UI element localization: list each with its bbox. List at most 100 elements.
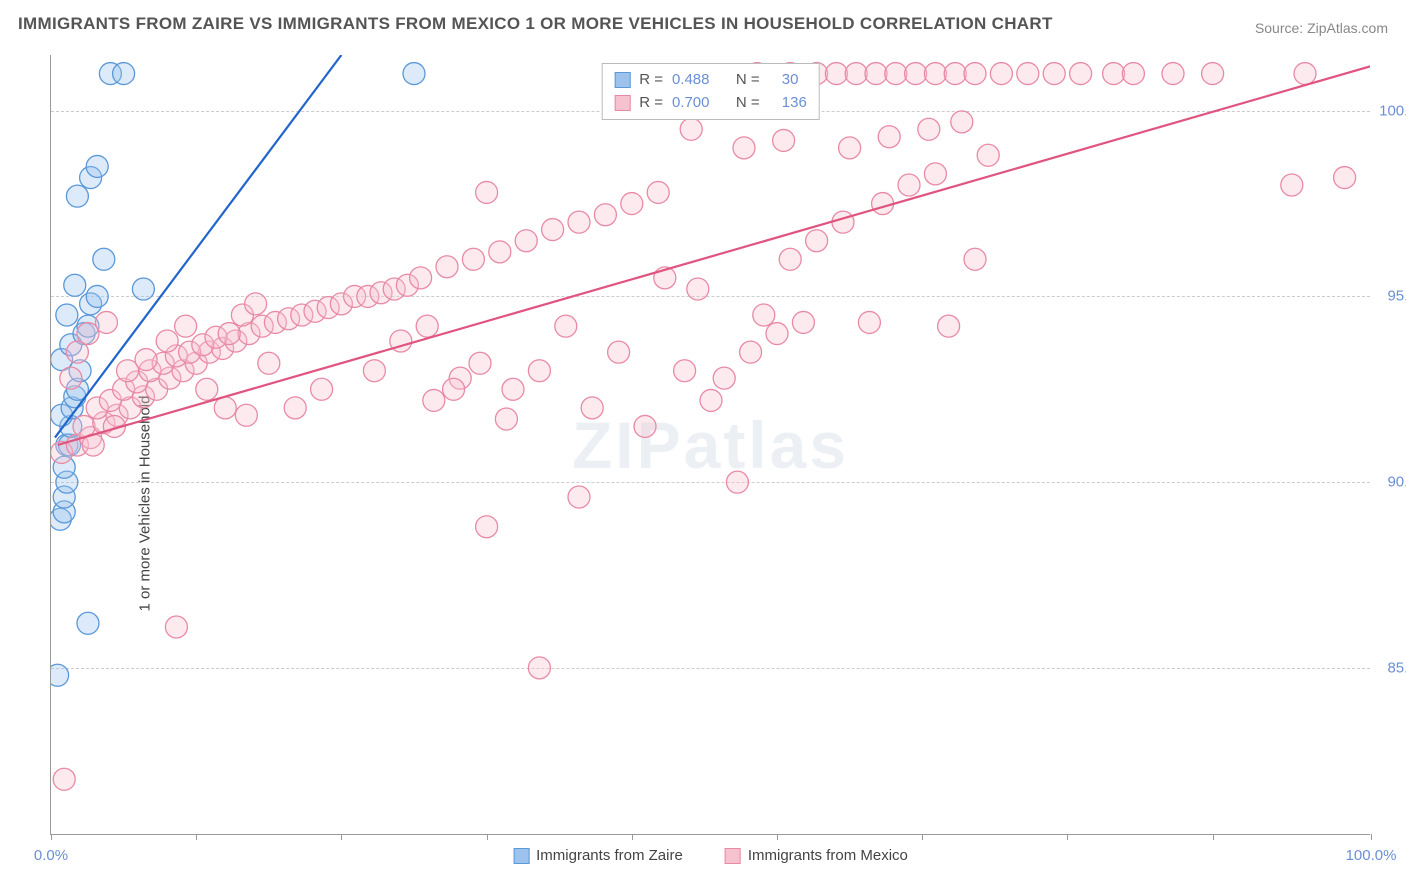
legend-swatch bbox=[725, 848, 741, 864]
scatter-point bbox=[245, 293, 267, 315]
scatter-point bbox=[60, 367, 82, 389]
scatter-point bbox=[436, 256, 458, 278]
scatter-point bbox=[951, 111, 973, 133]
scatter-point bbox=[502, 378, 524, 400]
scatter-point bbox=[608, 341, 630, 363]
x-tick bbox=[487, 834, 488, 840]
source-label: Source: ZipAtlas.com bbox=[1255, 20, 1388, 36]
scatter-point bbox=[924, 63, 946, 85]
scatter-point bbox=[113, 63, 135, 85]
scatter-point bbox=[1294, 63, 1316, 85]
scatter-point bbox=[1017, 63, 1039, 85]
scatter-point bbox=[905, 63, 927, 85]
legend-label: Immigrants from Mexico bbox=[748, 847, 908, 864]
scatter-point bbox=[792, 311, 814, 333]
scatter-point bbox=[175, 315, 197, 337]
y-tick-label: 100.0% bbox=[1379, 102, 1406, 119]
stats-legend: R = 0.488 N = 30R = 0.700 N = 136 bbox=[601, 63, 820, 120]
legend-label: Immigrants from Zaire bbox=[536, 847, 683, 864]
scatter-point bbox=[845, 63, 867, 85]
scatter-point bbox=[410, 267, 432, 289]
x-tick bbox=[196, 834, 197, 840]
x-tick bbox=[777, 834, 778, 840]
scatter-point bbox=[865, 63, 887, 85]
scatter-point bbox=[528, 360, 550, 382]
x-tick bbox=[341, 834, 342, 840]
scatter-point bbox=[568, 486, 590, 508]
x-tick bbox=[632, 834, 633, 840]
scatter-point bbox=[1281, 174, 1303, 196]
scatter-point bbox=[594, 204, 616, 226]
scatter-plot: 1 or more Vehicles in Household ZIPatlas… bbox=[50, 55, 1370, 835]
scatter-point bbox=[469, 352, 491, 374]
scatter-point bbox=[713, 367, 735, 389]
legend-swatch bbox=[513, 848, 529, 864]
scatter-point bbox=[56, 304, 78, 326]
y-tick-label: 95.0% bbox=[1387, 288, 1406, 305]
scatter-point bbox=[977, 144, 999, 166]
scatter-point bbox=[898, 174, 920, 196]
scatter-point bbox=[990, 63, 1012, 85]
scatter-point bbox=[66, 185, 88, 207]
scatter-point bbox=[135, 349, 157, 371]
scatter-point bbox=[700, 389, 722, 411]
scatter-point bbox=[687, 278, 709, 300]
x-tick bbox=[1371, 834, 1372, 840]
scatter-point bbox=[235, 404, 257, 426]
scatter-point bbox=[462, 248, 484, 270]
y-tick-label: 90.0% bbox=[1387, 474, 1406, 491]
x-tick bbox=[51, 834, 52, 840]
scatter-point bbox=[944, 63, 966, 85]
scatter-point bbox=[489, 241, 511, 263]
scatter-point bbox=[555, 315, 577, 337]
scatter-point bbox=[733, 137, 755, 159]
scatter-point bbox=[647, 181, 669, 203]
scatter-point bbox=[1070, 63, 1092, 85]
scatter-point bbox=[95, 311, 117, 333]
scatter-point bbox=[214, 397, 236, 419]
legend-item: Immigrants from Mexico bbox=[725, 847, 908, 864]
scatter-point bbox=[964, 248, 986, 270]
scatter-point bbox=[1043, 63, 1065, 85]
legend-item: Immigrants from Zaire bbox=[513, 847, 683, 864]
scatter-point bbox=[680, 118, 702, 140]
scatter-point bbox=[726, 471, 748, 493]
scatter-point bbox=[858, 311, 880, 333]
scatter-point bbox=[924, 163, 946, 185]
scatter-point bbox=[196, 378, 218, 400]
y-tick-label: 85.0% bbox=[1387, 659, 1406, 676]
scatter-point bbox=[443, 378, 465, 400]
scatter-point bbox=[674, 360, 696, 382]
scatter-point bbox=[515, 230, 537, 252]
legend-swatch bbox=[614, 95, 630, 111]
scatter-point bbox=[416, 315, 438, 337]
scatter-point bbox=[825, 63, 847, 85]
scatter-point bbox=[77, 612, 99, 634]
scatter-point bbox=[568, 211, 590, 233]
x-tick bbox=[922, 834, 923, 840]
x-tick bbox=[1067, 834, 1068, 840]
scatter-point bbox=[258, 352, 280, 374]
scatter-point bbox=[132, 278, 154, 300]
regression-line bbox=[55, 55, 341, 438]
scatter-point bbox=[832, 211, 854, 233]
scatter-point bbox=[766, 323, 788, 345]
scatter-point bbox=[806, 230, 828, 252]
scatter-point bbox=[1202, 63, 1224, 85]
scatter-point bbox=[1334, 167, 1356, 189]
regression-line bbox=[58, 66, 1370, 445]
scatter-point bbox=[86, 285, 108, 307]
scatter-point bbox=[86, 155, 108, 177]
scatter-point bbox=[773, 129, 795, 151]
scatter-point bbox=[839, 137, 861, 159]
scatter-point bbox=[581, 397, 603, 419]
scatter-point bbox=[885, 63, 907, 85]
legend-stat-row: R = 0.700 N = 136 bbox=[614, 92, 807, 115]
x-tick bbox=[1213, 834, 1214, 840]
scatter-point bbox=[740, 341, 762, 363]
scatter-point bbox=[878, 126, 900, 148]
scatter-point bbox=[423, 389, 445, 411]
series-legend: Immigrants from Zaire Immigrants from Mex… bbox=[513, 847, 908, 864]
scatter-point bbox=[753, 304, 775, 326]
scatter-point bbox=[218, 323, 240, 345]
